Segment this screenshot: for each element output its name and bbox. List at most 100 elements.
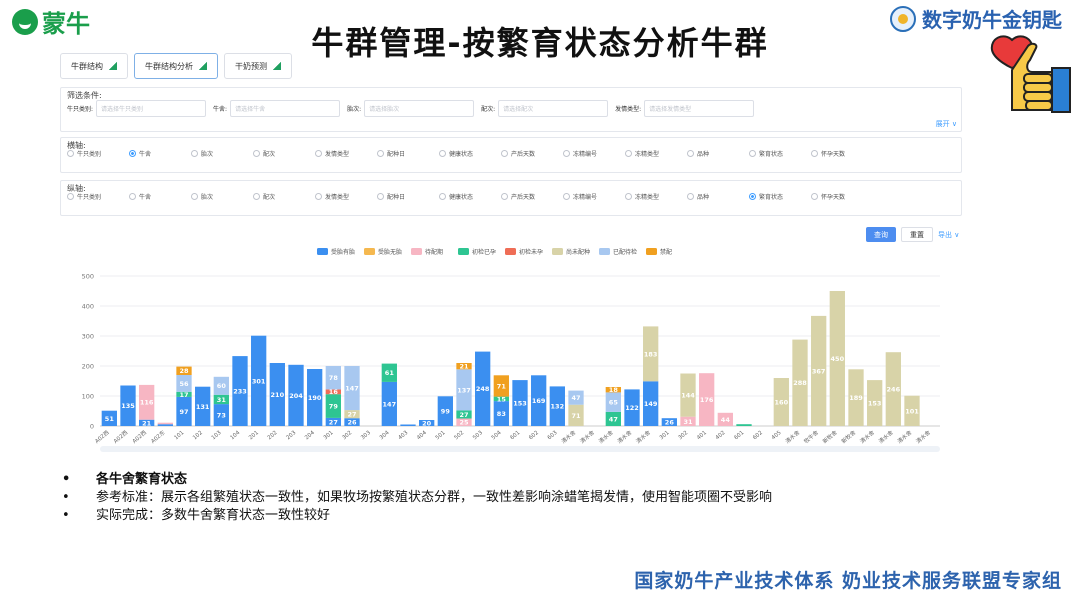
bar-segment: [419, 420, 435, 426]
x-tick-label: 404: [416, 430, 428, 442]
y-axis-radio-option[interactable]: 胎次: [191, 192, 253, 201]
y-axis-radio-option[interactable]: 产后天数: [501, 192, 563, 201]
query-button[interactable]: 查询: [866, 227, 896, 242]
bar-segment: [325, 366, 341, 390]
legend-swatch: [599, 248, 610, 255]
bar-segment: [288, 364, 304, 426]
radio-dot-icon: [253, 150, 260, 157]
data-label: 122: [625, 404, 639, 412]
y-axis-radio-option[interactable]: 繁育状态: [749, 192, 811, 201]
bar-segment: [493, 401, 509, 426]
bar-segment: [456, 410, 472, 419]
y-axis-radio-option[interactable]: 牛只类别: [67, 192, 129, 201]
data-label: 26: [347, 419, 357, 427]
x-tick-label: 602: [752, 430, 764, 441]
bar-segment: [176, 396, 192, 426]
x-axis-radio-option[interactable]: 胎次: [191, 149, 253, 158]
legend-label: 受胎无胎: [378, 248, 402, 256]
y-axis-radio-option[interactable]: 发情类型: [315, 192, 377, 201]
data-label: 132: [551, 403, 565, 411]
filter-label: 筛选条件:: [67, 91, 102, 100]
export-link[interactable]: 导出 ∨: [938, 230, 960, 239]
bar-segment: [867, 380, 883, 426]
bar-segment: [773, 378, 789, 426]
barn-select[interactable]: 请选择牛舍: [230, 100, 341, 117]
radio-label: 牛舍: [139, 151, 152, 158]
x-axis-radio-option[interactable]: 繁育状态: [749, 149, 811, 158]
y-axis-radio-option[interactable]: 品种: [687, 192, 749, 201]
bar-segment: [325, 394, 341, 418]
bar-segment: [400, 424, 416, 426]
brand-badge: 数字奶牛金钥匙: [890, 4, 1062, 33]
x-tick-label: 清水舍: [895, 428, 913, 445]
note-item: 参考标准：展示各组繁殖状态一致性，如果牧场按繁殖状态分群，一致性差影响涂蜡笔揭发…: [62, 489, 772, 507]
y-axis-radio-option[interactable]: 牛舍: [129, 192, 191, 201]
y-axis-radio-option[interactable]: 冻精类型: [625, 192, 687, 201]
tab-herd-structure-analysis[interactable]: 牛群结构分析: [134, 53, 218, 79]
radio-label: 品种: [697, 151, 710, 158]
data-label: 450: [831, 355, 845, 363]
parity-select[interactable]: 请选择胎次: [364, 100, 475, 117]
x-tick-label: 603: [547, 430, 559, 442]
data-label: 153: [868, 399, 882, 407]
x-tick-label: 403: [397, 430, 409, 442]
reset-button[interactable]: 重置: [901, 227, 933, 242]
x-axis-radio-option[interactable]: 配次: [253, 149, 315, 158]
y-axis-radio-option[interactable]: 怀孕天数: [811, 192, 873, 201]
tab-dry-off-prediction[interactable]: 干奶预测: [224, 53, 292, 79]
radio-label: 配种日: [387, 151, 406, 158]
y-axis-radio-option[interactable]: 配次: [253, 192, 315, 201]
bar-segment: [680, 416, 696, 426]
x-axis-radio-option[interactable]: 牛只类别: [67, 149, 129, 158]
x-axis-radio-option[interactable]: 冻精类型: [625, 149, 687, 158]
bar-segment: [680, 373, 696, 417]
y-axis-panel: 纵轴: 牛只类别 牛舍 胎次 配次 发情类型 配种日 健康状态 产后天数 冻精编号 冻精类型 品种 繁…: [60, 180, 962, 216]
x-tick-label: 清水舍: [559, 428, 577, 445]
data-label: 246: [887, 386, 901, 394]
x-axis-label: 横轴:: [67, 141, 86, 150]
y-axis-radio-option[interactable]: 配种日: [377, 192, 439, 201]
expand-link[interactable]: 展开 ∨: [935, 120, 957, 128]
tab-herd-structure[interactable]: 牛群结构: [60, 53, 128, 79]
radio-label: 发情类型: [325, 151, 350, 158]
data-label: 131: [196, 403, 210, 411]
x-tick-label: 502: [453, 430, 465, 441]
bar-segment: [568, 390, 584, 405]
radio-label: 胎次: [201, 151, 214, 158]
y-tick-label: 100: [82, 393, 94, 401]
y-axis-radio-option[interactable]: 冻精编号: [563, 192, 625, 201]
x-tick-label: A02西: [112, 429, 129, 445]
data-label: 101: [905, 407, 919, 415]
data-label: 147: [383, 400, 397, 408]
radio-label: 健康状态: [449, 194, 474, 201]
data-label: 27: [459, 411, 468, 419]
estrus-type-select[interactable]: 请选择发情类型: [644, 100, 755, 117]
x-axis-radio-option[interactable]: 发情类型: [315, 149, 377, 158]
x-axis-radio-option[interactable]: 怀孕天数: [811, 149, 873, 158]
note-item: 各牛舍繁育状态: [62, 471, 772, 489]
x-axis-radio-option[interactable]: 健康状态: [439, 149, 501, 158]
x-axis-radio-option[interactable]: 冻精编号: [563, 149, 625, 158]
x-axis-radio-option[interactable]: 产后天数: [501, 149, 563, 158]
y-axis-radio-option[interactable]: 健康状态: [439, 192, 501, 201]
service-select[interactable]: 请选择配次: [498, 100, 609, 117]
chart-svg: 0 100 200 300 400 500 受胎有胎 受胎无胎 待配期 初检已孕 初检未孕 尚未配种 已…: [82, 248, 940, 452]
data-label: 99: [441, 408, 451, 416]
data-label: 31: [683, 418, 693, 426]
filter-field-parity: 胎次: 请选择胎次: [347, 100, 475, 117]
bar-segment: [101, 410, 117, 426]
field-label: 牛舍:: [213, 106, 228, 113]
bar-segment: [213, 394, 229, 405]
x-axis-radio-option[interactable]: 品种: [687, 149, 749, 158]
bar-segment: [605, 392, 621, 412]
x-axis-panel: 横轴: 牛只类别 牛舍 胎次 配次 发情类型 配种日 健康状态 产后天数 冻精编号 冻精类型 品种 繁…: [60, 137, 962, 173]
x-tick-label: 405: [771, 430, 783, 442]
bar-segment: [456, 363, 472, 370]
x-axis-radio-option[interactable]: 配种日: [377, 149, 439, 158]
x-axis-radio-group: 牛只类别 牛舍 胎次 配次 发情类型 配种日 健康状态 产后天数 冻精编号 冻精类型 品种 繁育状态 怀…: [67, 149, 873, 158]
data-label: 183: [644, 350, 658, 358]
x-axis-radio-option[interactable]: 牛舍: [129, 149, 191, 158]
radio-dot-icon: [129, 150, 136, 157]
radio-label: 冻精类型: [635, 194, 660, 201]
cow-category-select[interactable]: 请选择牛只类别: [96, 100, 207, 117]
